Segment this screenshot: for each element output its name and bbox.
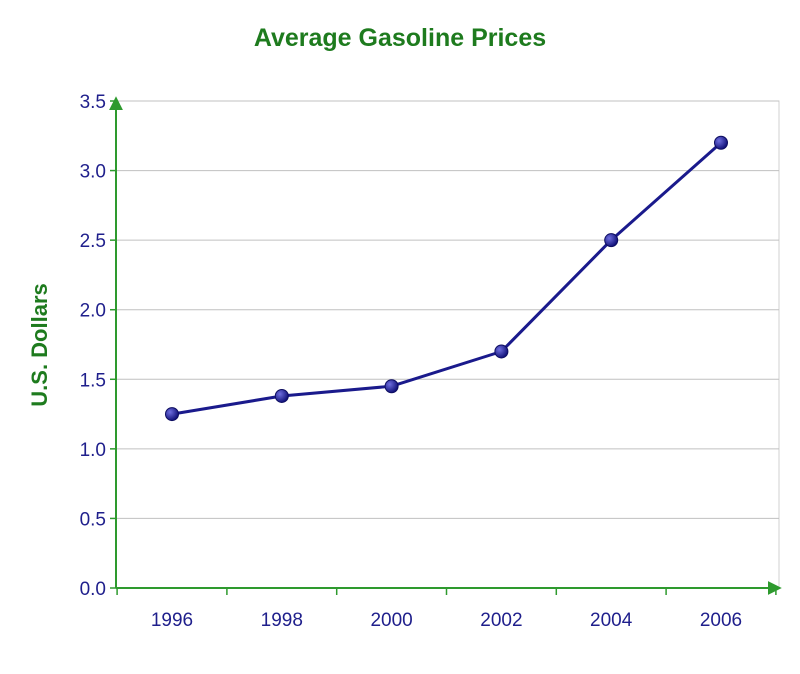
data-point	[604, 233, 619, 248]
y-tick-label: 1.0	[80, 440, 106, 461]
y-tick-label: 3.0	[80, 162, 106, 183]
x-axis-ticks: 1996 1998 2000 2002 2004 2006	[116, 588, 777, 631]
x-tick-label: 2004	[590, 610, 633, 631]
y-tick-label: 2.5	[80, 231, 106, 252]
data-point	[714, 135, 728, 150]
series-group	[165, 135, 728, 422]
y-tick-label: 1.5	[80, 370, 106, 391]
data-point	[384, 379, 399, 394]
x-tick-label: 2006	[700, 610, 742, 631]
y-tick-label: 0.0	[80, 579, 106, 600]
x-tick-label: 2000	[370, 610, 412, 631]
y-tick-label: 2.0	[80, 301, 106, 322]
y-axis-label: U.S. Dollars	[27, 283, 52, 406]
x-tick-label: 1996	[151, 610, 193, 631]
x-tick-label: 2002	[480, 610, 522, 631]
data-point	[165, 407, 179, 422]
x-tick-label: 1998	[261, 610, 303, 631]
y-axis-ticks: 0.0 0.5 1.0 1.5 2.0 2.5 3.0 3.5	[80, 92, 116, 600]
grid-lines	[116, 100, 779, 519]
y-tick-label: 3.5	[80, 92, 106, 113]
data-point	[494, 344, 509, 359]
data-point	[274, 388, 289, 403]
plot-area-border	[115, 100, 780, 589]
chart-title: Average Gasoline Prices	[254, 24, 546, 52]
y-tick-label: 0.5	[80, 509, 106, 530]
series-line	[171, 141, 722, 416]
